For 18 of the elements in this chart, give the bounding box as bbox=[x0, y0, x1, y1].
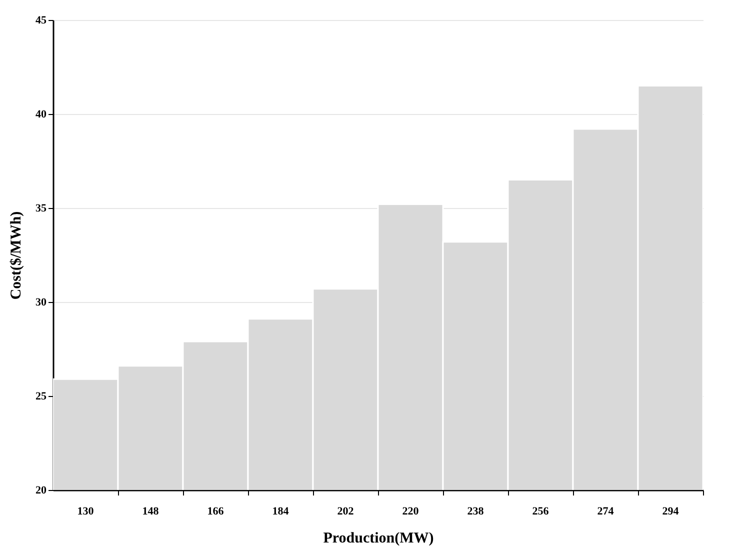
y-tick-label: 25 bbox=[36, 390, 47, 402]
x-tick-label: 220 bbox=[402, 506, 420, 518]
x-tick-label: 148 bbox=[142, 506, 160, 518]
y-tick-label: 20 bbox=[36, 484, 47, 496]
x-tick-label: 130 bbox=[77, 506, 94, 518]
x-tick-label: 202 bbox=[337, 506, 354, 518]
x-axis-title: Production(MW) bbox=[323, 530, 434, 546]
x-tick-label: 238 bbox=[467, 506, 484, 518]
x-tick-label: 184 bbox=[272, 506, 290, 518]
y-tick-label: 30 bbox=[36, 296, 47, 308]
y-tick-label: 45 bbox=[36, 14, 47, 26]
x-tick-label: 256 bbox=[532, 506, 550, 518]
x-tick-label: 166 bbox=[207, 506, 224, 518]
x-tick-label: 274 bbox=[597, 506, 614, 518]
y-tick-label: 35 bbox=[36, 202, 47, 214]
y-axis-title: Cost($/MWh) bbox=[8, 211, 24, 300]
y-tick-label: 40 bbox=[36, 108, 47, 120]
x-tick-label: 294 bbox=[662, 506, 680, 518]
